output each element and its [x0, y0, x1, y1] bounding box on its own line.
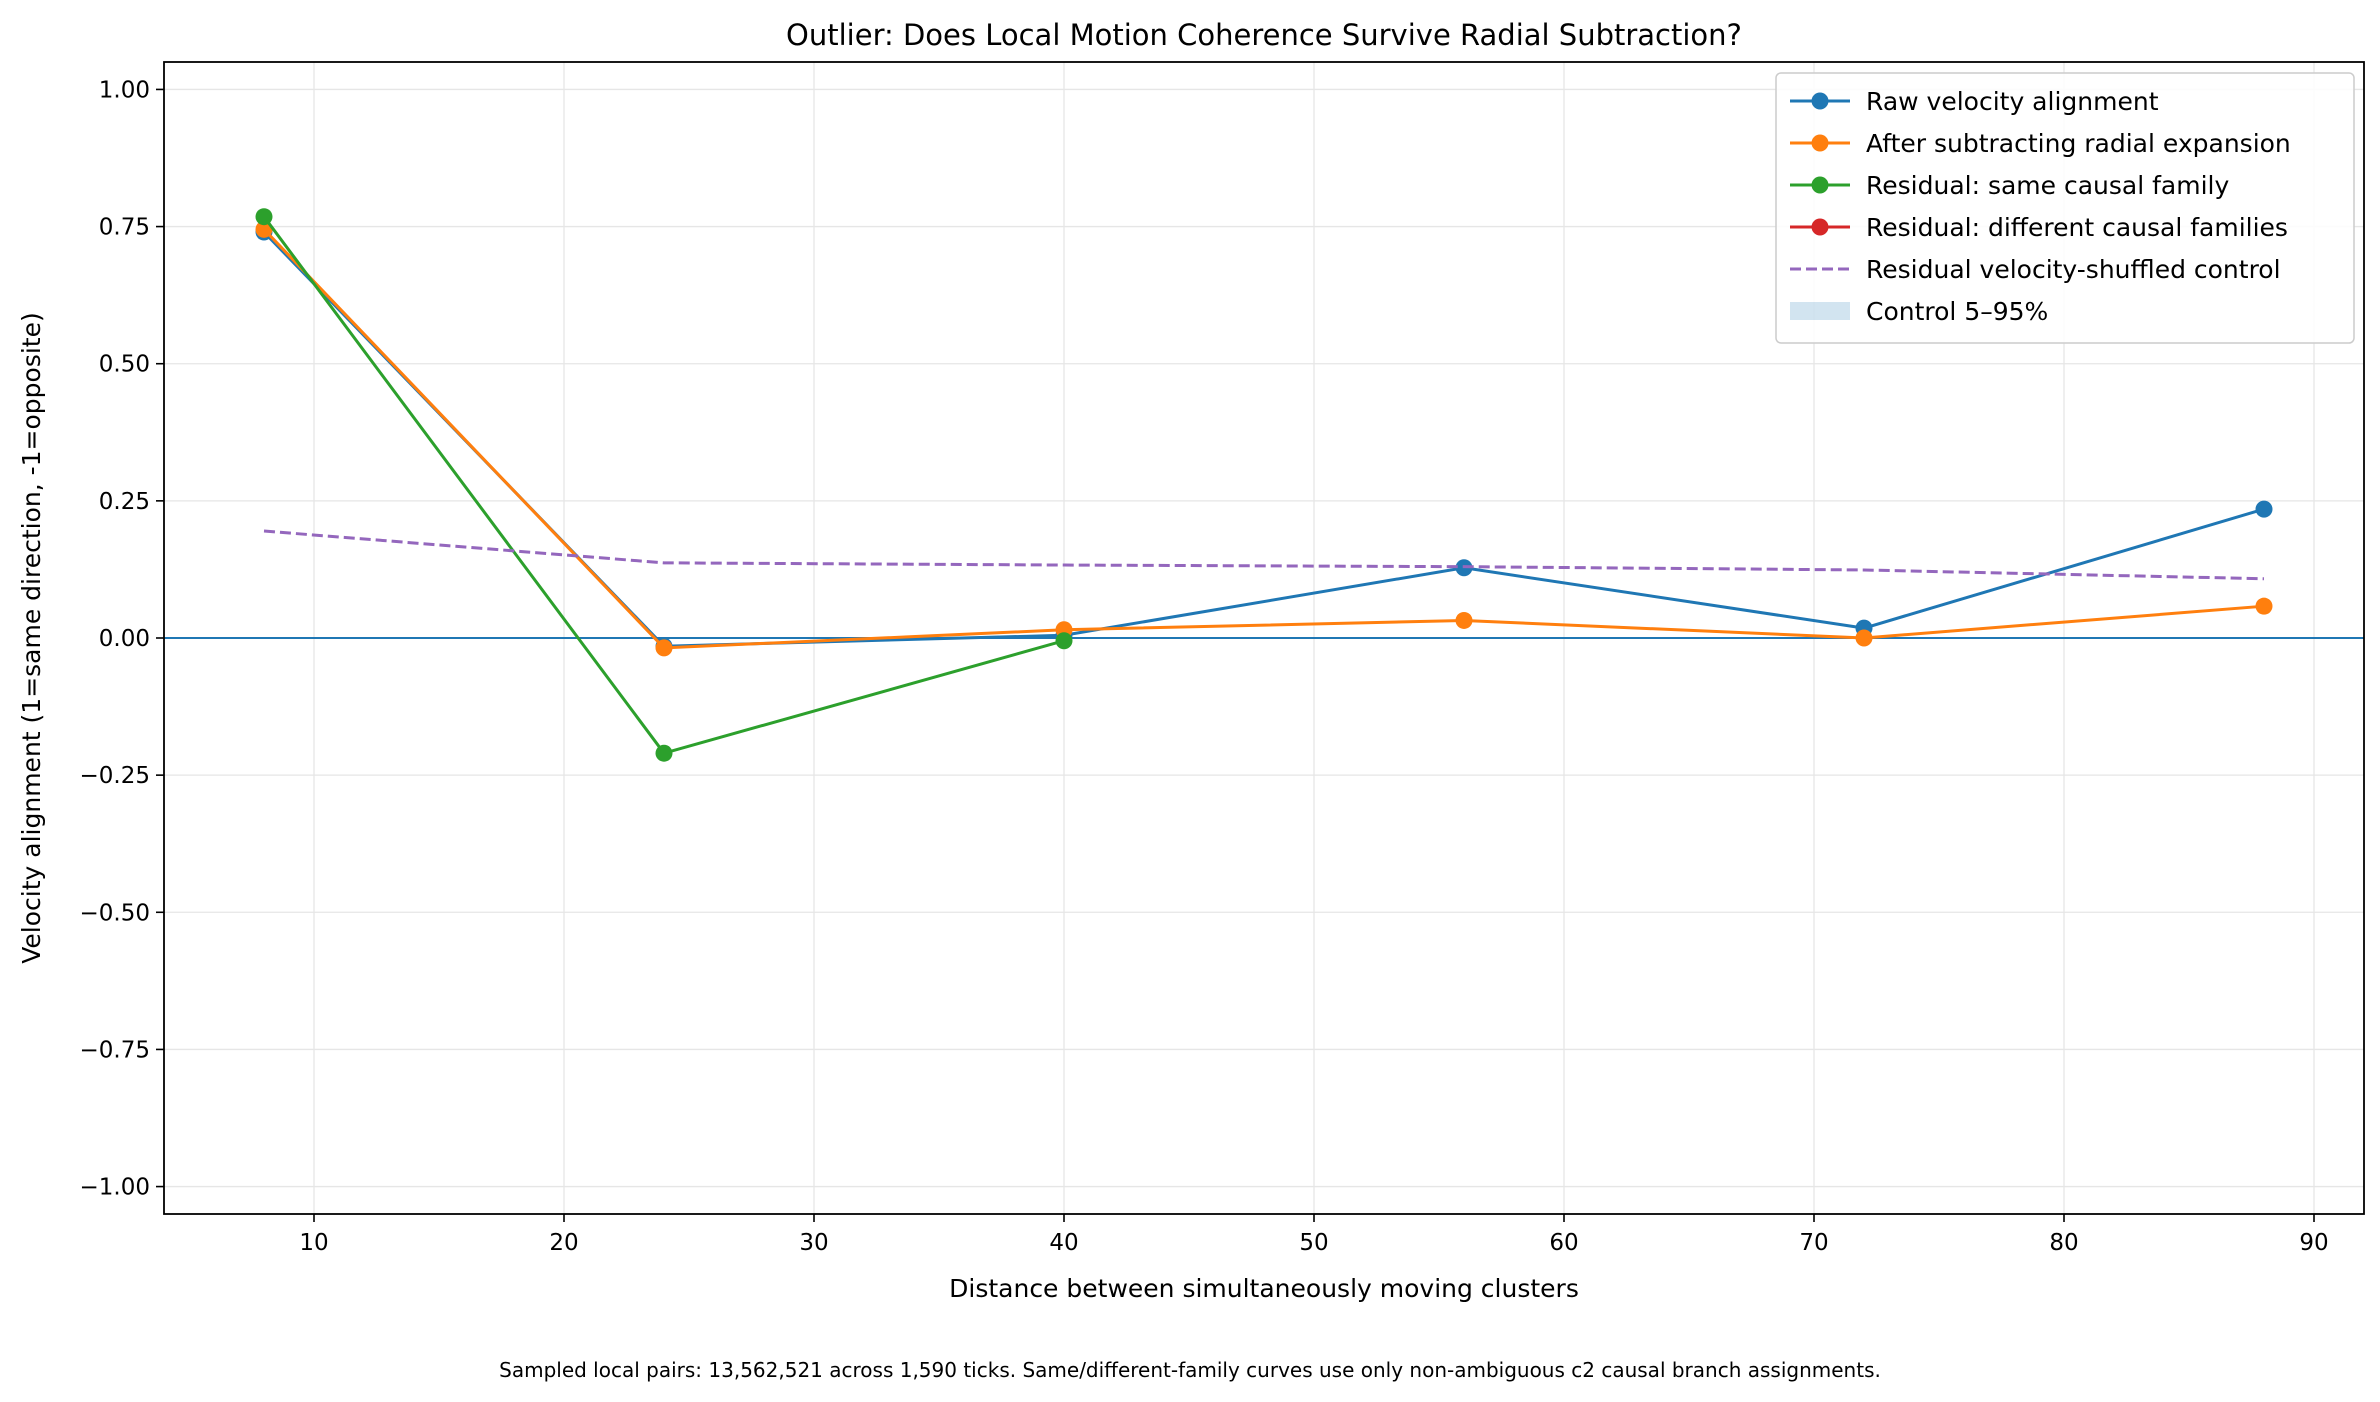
legend-label: After subtracting radial expansion — [1866, 129, 2291, 158]
y-tick-label: 0.50 — [99, 352, 150, 378]
series-point — [255, 208, 273, 226]
legend-label: Residual: different causal families — [1866, 213, 2288, 242]
chart-title: Outlier: Does Local Motion Coherence Sur… — [786, 18, 1742, 52]
plot-area — [164, 208, 2364, 762]
series-line — [262, 215, 1065, 755]
legend-swatch — [1790, 302, 1850, 320]
x-tick-label: 90 — [2299, 1230, 2328, 1256]
x-axis-label: Distance between simultaneously moving c… — [949, 1274, 1579, 1303]
axes: 10 20 30 40 50 60 70 80 90 −1.00 −0.75 −0.50 −0.25 0.… — [80, 77, 2329, 1256]
series-line — [262, 228, 2265, 650]
legend-label: Residual velocity-shuffled control — [1866, 255, 2281, 284]
y-tick-label: 0.25 — [99, 489, 150, 515]
x-tick-label: 10 — [299, 1230, 328, 1256]
series-line — [263, 529, 2265, 581]
x-tick-label: 20 — [549, 1230, 578, 1256]
x-tick-label: 60 — [1549, 1230, 1578, 1256]
legend-marker — [1811, 134, 1829, 152]
y-tick-label: 0.00 — [99, 626, 150, 652]
y-tick-label: −0.75 — [80, 1037, 150, 1063]
y-tick-label: −0.50 — [80, 900, 150, 926]
legend-label: Residual: same causal family — [1866, 171, 2229, 200]
series-point — [255, 220, 273, 238]
x-tick-label: 50 — [1299, 1230, 1328, 1256]
legend-label: Control 5–95% — [1866, 297, 2048, 326]
x-tick-label: 30 — [799, 1230, 828, 1256]
series-point — [1455, 611, 1473, 629]
series-point — [1855, 629, 1873, 647]
series-point — [655, 744, 673, 762]
x-tick-label: 70 — [1799, 1230, 1828, 1256]
legend-label: Raw velocity alignment — [1866, 87, 2159, 116]
series-point — [1055, 632, 1073, 650]
legend-marker — [1811, 176, 1829, 194]
footnote: Sampled local pairs: 13,562,521 across 1… — [499, 1358, 1881, 1382]
legend-box — [1775, 72, 2355, 344]
legend-marker — [1811, 218, 1829, 236]
series-point — [655, 639, 673, 657]
series-point — [2255, 500, 2273, 518]
x-tick-label: 40 — [1049, 1230, 1078, 1256]
legend: Raw velocity alignment After subtracting … — [1775, 72, 2355, 344]
y-tick-label: −0.25 — [80, 763, 150, 789]
y-tick-label: 1.00 — [99, 77, 150, 103]
x-tick-label: 80 — [2049, 1230, 2078, 1256]
y-tick-label: −1.00 — [80, 1175, 150, 1201]
y-tick-label: 0.75 — [99, 215, 150, 241]
legend-marker — [1811, 92, 1829, 110]
series-point — [2255, 597, 2273, 615]
y-axis-label: Velocity alignment (1=same direction, -1… — [17, 312, 46, 963]
